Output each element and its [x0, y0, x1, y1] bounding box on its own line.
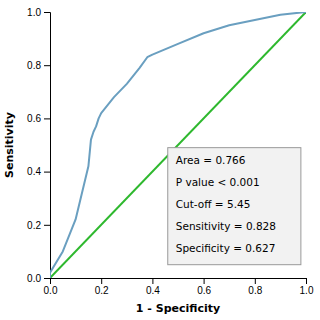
line	[50, 12, 306, 278]
tick-mark	[306, 278, 307, 284]
tick: 0.6	[197, 278, 211, 296]
tick-label: 0.0	[44, 285, 58, 296]
tick-label: 0.8	[248, 285, 262, 296]
tick: 1.0	[300, 278, 314, 296]
tick: 0.0	[27, 273, 50, 284]
tick-label: 0.2	[27, 220, 41, 231]
tick-mark	[152, 278, 153, 284]
tick-label: 0.4	[27, 166, 41, 177]
axis-line	[44, 13, 51, 279]
tick-label: 0.2	[95, 285, 109, 296]
chart: 0.0 0.2 0.4 0.6 0.8 1.0 0.0 0.2 0.4 0.6 0.8 1.0 Area…	[0, 0, 320, 320]
tick-mark	[204, 278, 205, 284]
tick: 0.2	[27, 220, 50, 231]
tick-mark	[44, 225, 50, 226]
tick: 1.0	[27, 7, 50, 18]
tick: 0.8	[248, 278, 262, 296]
annotation-text: Cut-off = 5.45	[176, 198, 251, 210]
tick: 0.4	[27, 166, 50, 177]
tick-mark	[101, 278, 102, 284]
annotation-text: Sensitivity = 0.828	[176, 220, 276, 232]
tick-label: 1.0	[27, 7, 41, 18]
tick-label: 0.6	[197, 285, 211, 296]
axis-line	[51, 279, 307, 285]
x-axis-title: 1 - Specificity	[136, 302, 220, 315]
tick: 0.2	[95, 278, 109, 296]
x-axis: 0.0 0.2 0.4 0.6 0.8 1.0	[44, 278, 314, 296]
y-axis-title: Sensitivity	[3, 112, 16, 178]
tick-mark	[255, 278, 256, 284]
line	[50, 12, 306, 278]
tick-label: 0.6	[27, 113, 41, 124]
tick: 0.4	[146, 278, 160, 296]
tick: 0.0	[44, 278, 58, 296]
annotation-text: P value < 0.001	[176, 176, 260, 188]
tick-mark	[44, 65, 50, 66]
tick: 0.8	[27, 60, 50, 71]
tick-mark	[44, 172, 50, 173]
annotation-text: Area = 0.766	[176, 154, 246, 166]
tick-label: 0.8	[27, 60, 41, 71]
tick-mark	[44, 12, 50, 13]
tick-label: 0.4	[146, 285, 160, 296]
annotation-box	[168, 148, 301, 265]
tick-mark	[44, 278, 50, 279]
annotation-text: Specificity = 0.627	[176, 242, 276, 254]
y-axis: 0.0 0.2 0.4 0.6 0.8 1.0	[27, 7, 50, 284]
plot-area: 0.0 0.2 0.4 0.6 0.8 1.0 0.0 0.2 0.4 0.6 0.8 1.0 Area…	[27, 7, 314, 296]
tick-label: 0.0	[27, 273, 41, 284]
annotation: Area = 0.766 P value < 0.001 Cut-off = 5.4…	[168, 148, 301, 265]
series-group	[50, 12, 306, 278]
tick: 0.6	[27, 113, 50, 124]
tick-mark	[44, 118, 50, 119]
tick-label: 1.0	[300, 285, 314, 296]
